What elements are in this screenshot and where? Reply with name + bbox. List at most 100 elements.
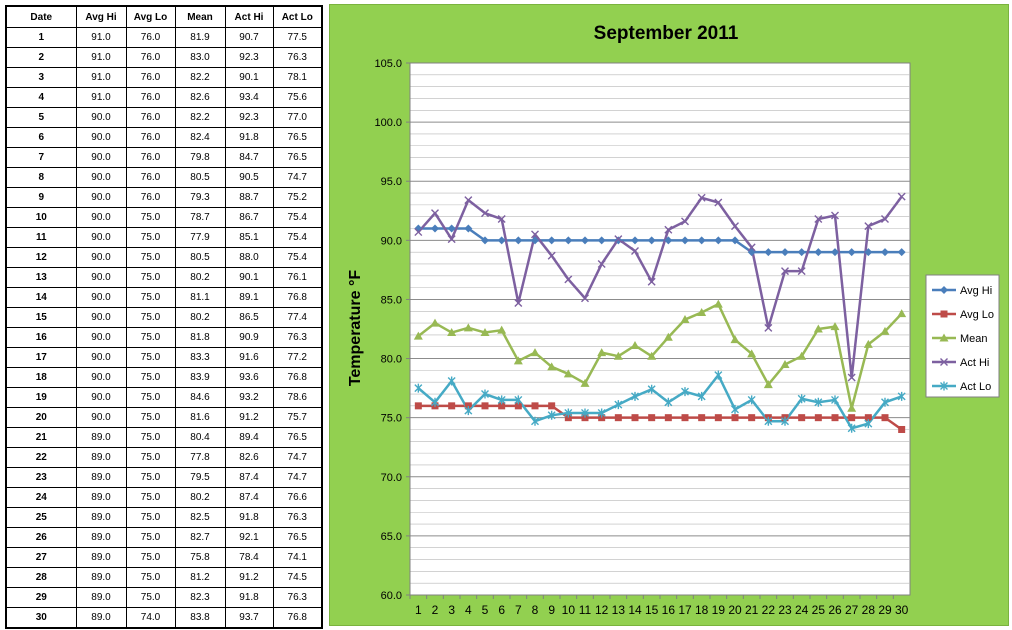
data-point-act-lo <box>414 383 423 393</box>
table-row: 25 89.0 75.0 82.5 91.8 76.3 <box>5 507 323 528</box>
data-point-mean <box>597 348 607 357</box>
data-point-avg-hi <box>597 236 606 245</box>
data-point-act-hi <box>814 215 823 224</box>
y-tick-label: 95.0 <box>381 176 402 188</box>
x-tick-label: 4 <box>465 603 472 617</box>
y-tick-label: 80.0 <box>381 354 402 366</box>
data-point-act-lo <box>597 408 606 418</box>
data-point-avg-hi <box>514 236 523 245</box>
data-point-mean <box>647 351 657 360</box>
data-point-mean <box>863 339 873 348</box>
data-point-act-lo <box>664 397 673 407</box>
data-point-avg-hi <box>464 224 473 233</box>
date-cell: 6 <box>5 127 77 148</box>
chart-title: September 2011 <box>594 23 739 44</box>
value-cell: 82.6 <box>224 447 274 468</box>
value-cell: 89.0 <box>75 567 127 588</box>
x-tick-label: 6 <box>498 603 505 617</box>
value-cell: 76.5 <box>272 147 323 168</box>
value-cell: 93.2 <box>224 387 274 408</box>
data-point-avg-lo <box>714 414 722 422</box>
y-axis-label: Temperature °F <box>347 270 364 387</box>
data-point-act-lo <box>747 395 756 405</box>
value-cell: 90.1 <box>224 67 274 88</box>
data-point-mean <box>613 351 623 360</box>
legend-label: Avg Hi <box>960 285 992 297</box>
data-point-mean <box>480 328 490 337</box>
value-cell: 75.4 <box>272 207 323 228</box>
data-point-mean <box>880 326 890 335</box>
value-cell: 89.0 <box>75 547 127 568</box>
value-cell: 75.4 <box>272 247 323 268</box>
x-tick-label: 10 <box>562 603 576 617</box>
data-point-act-hi <box>447 235 456 244</box>
value-cell: 91.8 <box>224 507 274 528</box>
value-cell: 89.0 <box>75 447 127 468</box>
table-row: 21 89.0 75.0 80.4 89.4 76.5 <box>5 427 323 448</box>
date-cell: 4 <box>5 87 77 108</box>
value-cell: 89.0 <box>75 467 127 488</box>
table-row: 19 90.0 75.0 84.6 93.2 78.6 <box>5 387 323 408</box>
date-cell: 1 <box>5 27 77 48</box>
data-point-avg-lo <box>498 402 506 410</box>
data-point-act-hi <box>847 373 856 382</box>
data-point-mean <box>897 309 907 318</box>
value-cell: 91.0 <box>75 47 127 68</box>
value-cell: 75.0 <box>125 347 176 368</box>
x-tick-label: 14 <box>628 603 642 617</box>
date-cell: 21 <box>5 427 77 448</box>
x-tick-label: 2 <box>432 603 439 617</box>
data-point-act-hi <box>664 225 673 234</box>
data-point-act-lo <box>614 400 623 410</box>
x-tick-label: 29 <box>878 603 892 617</box>
value-cell: 89.0 <box>75 507 127 528</box>
date-cell: 17 <box>5 347 77 368</box>
series-line-mean <box>417 302 903 410</box>
data-point-avg-lo <box>531 402 539 410</box>
data-point-mean <box>713 299 723 308</box>
date-cell: 22 <box>5 447 77 468</box>
value-cell: 92.1 <box>224 527 274 548</box>
value-cell: 83.0 <box>174 47 226 68</box>
legend-marker-act-lo <box>940 381 948 391</box>
data-point-avg-hi <box>631 236 639 245</box>
date-cell: 3 <box>5 67 77 88</box>
value-cell: 81.1 <box>174 287 226 308</box>
data-point-avg-hi <box>831 248 839 257</box>
data-point-avg-hi <box>697 236 706 245</box>
temperature-data-table: Date Avg Hi Avg Lo Mean Act Hi Act Lo 1 91.0 76… <box>5 5 323 629</box>
data-point-act-hi <box>647 277 656 286</box>
data-point-act-hi <box>547 251 556 260</box>
data-point-act-lo <box>547 410 556 420</box>
data-point-act-hi <box>497 215 506 224</box>
value-cell: 75.7 <box>272 407 323 428</box>
value-cell: 77.0 <box>272 107 323 128</box>
date-cell: 19 <box>5 387 77 408</box>
data-point-act-lo <box>464 406 473 416</box>
value-cell: 75.0 <box>125 407 176 428</box>
x-tick-label: 9 <box>548 603 555 617</box>
value-cell: 79.8 <box>174 147 226 168</box>
data-point-act-lo <box>697 391 706 401</box>
value-cell: 93.4 <box>224 87 274 108</box>
value-cell: 75.0 <box>125 587 176 608</box>
table-row: 6 90.0 76.0 82.4 91.8 76.5 <box>5 127 323 148</box>
data-point-act-lo <box>481 389 489 399</box>
column-header: Act Lo <box>272 5 323 28</box>
value-cell: 75.0 <box>125 327 176 348</box>
data-point-act-hi <box>414 228 423 237</box>
legend-marker-avg-lo <box>940 310 948 318</box>
data-point-act-lo <box>897 391 906 401</box>
data-point-mean <box>730 335 740 344</box>
value-cell: 82.7 <box>174 527 226 548</box>
value-cell: 75.0 <box>125 387 176 408</box>
data-point-mean <box>497 325 507 334</box>
value-cell: 75.4 <box>272 227 323 248</box>
data-point-act-hi <box>531 230 539 239</box>
value-cell: 82.4 <box>174 127 226 148</box>
x-tick-label: 18 <box>695 603 709 617</box>
data-point-avg-lo <box>798 414 806 422</box>
value-cell: 74.7 <box>272 167 323 188</box>
data-point-avg-lo <box>614 414 622 422</box>
value-cell: 82.2 <box>174 107 226 128</box>
